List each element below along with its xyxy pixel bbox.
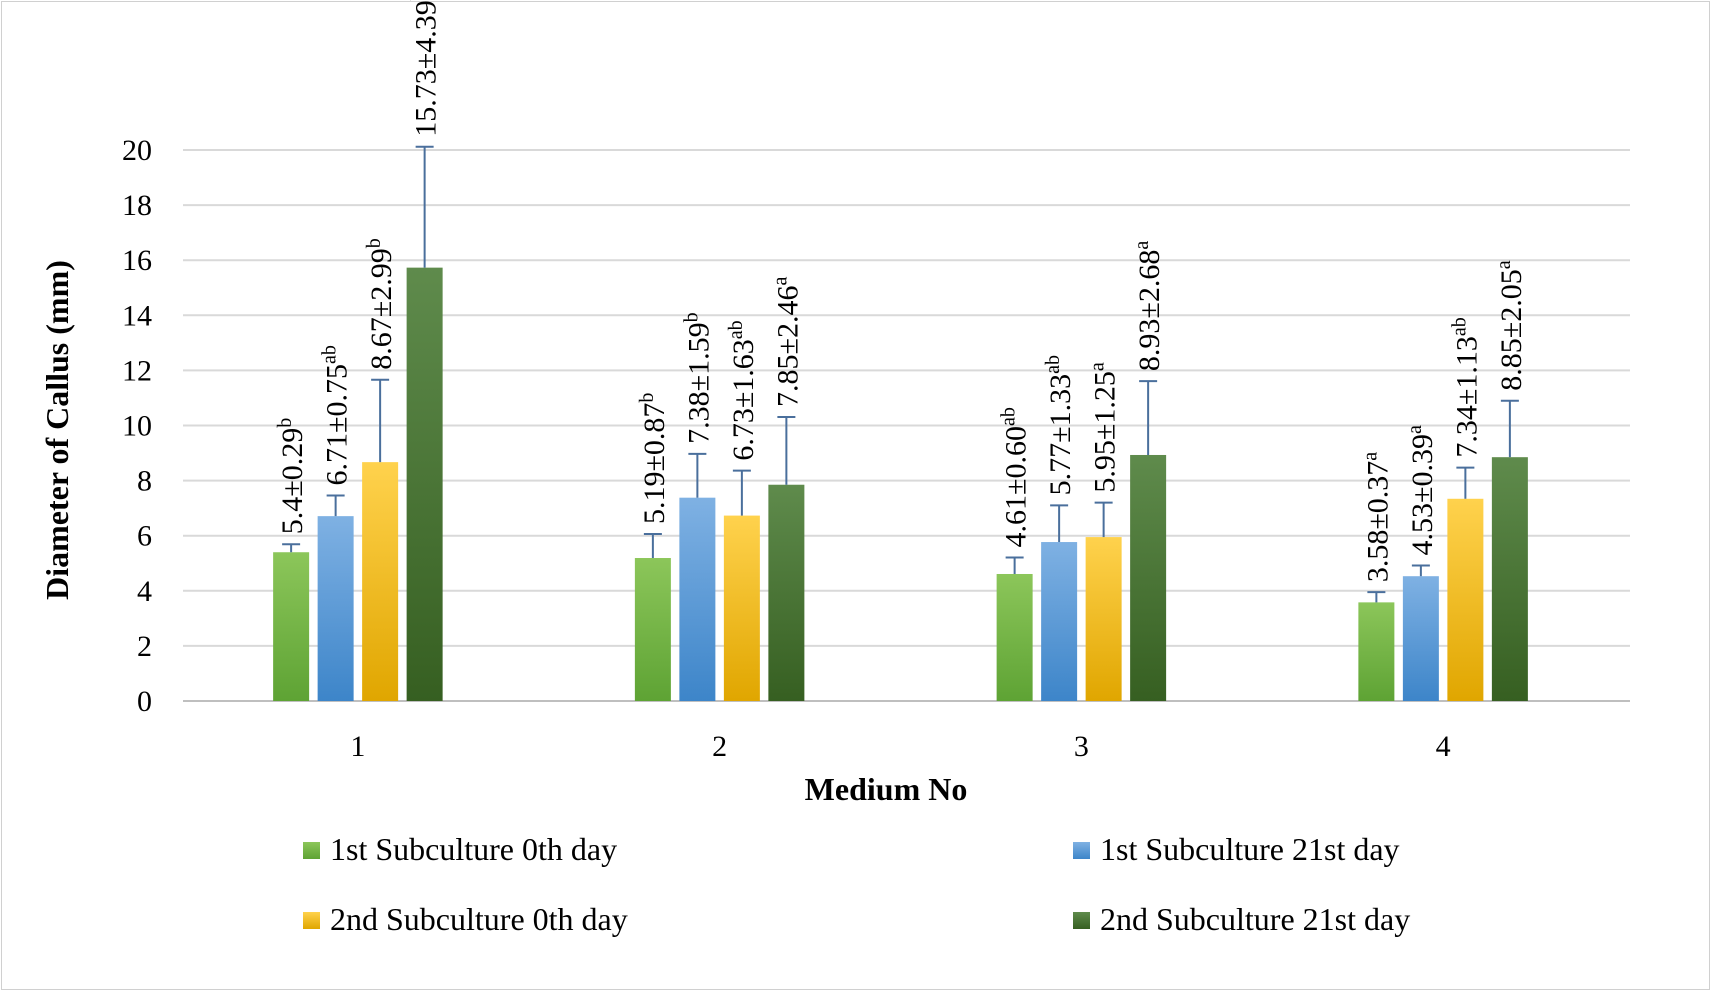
legend-swatch [1073,912,1090,929]
y-tick-label: 20 [122,134,152,167]
legend-label: 1st Subculture 21st day [1100,831,1400,867]
legend-swatch [1073,842,1090,859]
y-tick-label: 6 [137,520,152,553]
bar [1085,537,1122,701]
data-label: 8.93±2.68a [1131,241,1166,371]
y-tick-label: 2 [137,630,152,663]
legend-label: 2nd Subculture 0th day [330,901,628,937]
y-axis-title: Diameter of Callus (mm) [39,260,75,600]
y-tick-label: 0 [137,685,152,718]
legend-item: 2nd Subculture 21st day [1073,901,1410,937]
bar [996,573,1033,701]
bar [273,552,310,701]
bar [1447,498,1484,701]
data-label: 8.85±2.05a [1493,260,1528,390]
bar [1041,542,1078,701]
bar [1358,602,1395,701]
error-bars [282,145,1519,603]
y-tick-label: 10 [122,410,152,443]
bar [317,516,354,701]
legend-item: 2nd Subculture 0th day [303,901,628,937]
y-tick-label: 14 [122,299,152,332]
x-tick-label: 4 [1436,730,1451,763]
bar [1491,457,1528,701]
data-label: 7.34±1.13ab [1448,317,1483,457]
x-axis-title: Medium No [805,771,968,807]
legend-label: 2nd Subculture 21st day [1100,901,1410,937]
data-label: 4.53±0.39a [1404,425,1439,555]
bar [723,515,760,701]
data-label: 7.38±1.59b [680,312,715,443]
bar [679,497,716,701]
x-tick-label: 3 [1074,730,1089,763]
data-label: 6.71±0.75ab [319,345,354,485]
data-labels: 5.4±0.29b 6.71±0.75ab 8.67±2.99b 15.73±4.39… [274,0,1528,582]
bar [406,267,443,701]
legend: 1st Subculture 0th day 1st Subculture 21s… [303,831,1410,937]
bar [362,462,399,701]
data-label: 4.61±0.60ab [998,407,1033,547]
bar [1130,454,1167,701]
data-label: 5.77±1.33ab [1042,355,1077,495]
data-label: 6.73±1.63ab [725,320,760,460]
y-tick-label: 12 [122,354,152,387]
bar [634,558,671,701]
data-label: 5.19±0.87b [636,393,671,524]
data-label: 8.67±2.99b [363,238,398,369]
data-label: 3.58±0.37a [1359,452,1394,582]
x-tick-label: 2 [712,730,727,763]
x-tick-labels: 1 2 3 4 [350,730,1450,763]
y-tick-label: 18 [122,189,152,222]
bars [273,267,1528,701]
data-label: 5.4±0.29b [274,418,309,534]
legend-item: 1st Subculture 0th day [303,831,617,867]
data-label: 15.73±4.39b [408,0,443,137]
legend-swatch [303,842,320,859]
bar [1402,576,1439,701]
y-tick-label: 16 [122,244,152,277]
y-tick-labels: 0 2 4 6 8 10 12 14 16 18 20 [122,134,152,718]
y-tick-label: 8 [137,465,152,498]
legend-label: 1st Subculture 0th day [330,831,617,867]
x-tick-label: 1 [350,730,365,763]
data-label: 5.95±1.25a [1087,362,1122,492]
data-label: 7.85±2.46a [769,276,804,406]
y-tick-label: 4 [137,575,152,608]
legend-item: 1st Subculture 21st day [1073,831,1400,867]
bar [768,484,805,701]
legend-swatch [303,912,320,929]
